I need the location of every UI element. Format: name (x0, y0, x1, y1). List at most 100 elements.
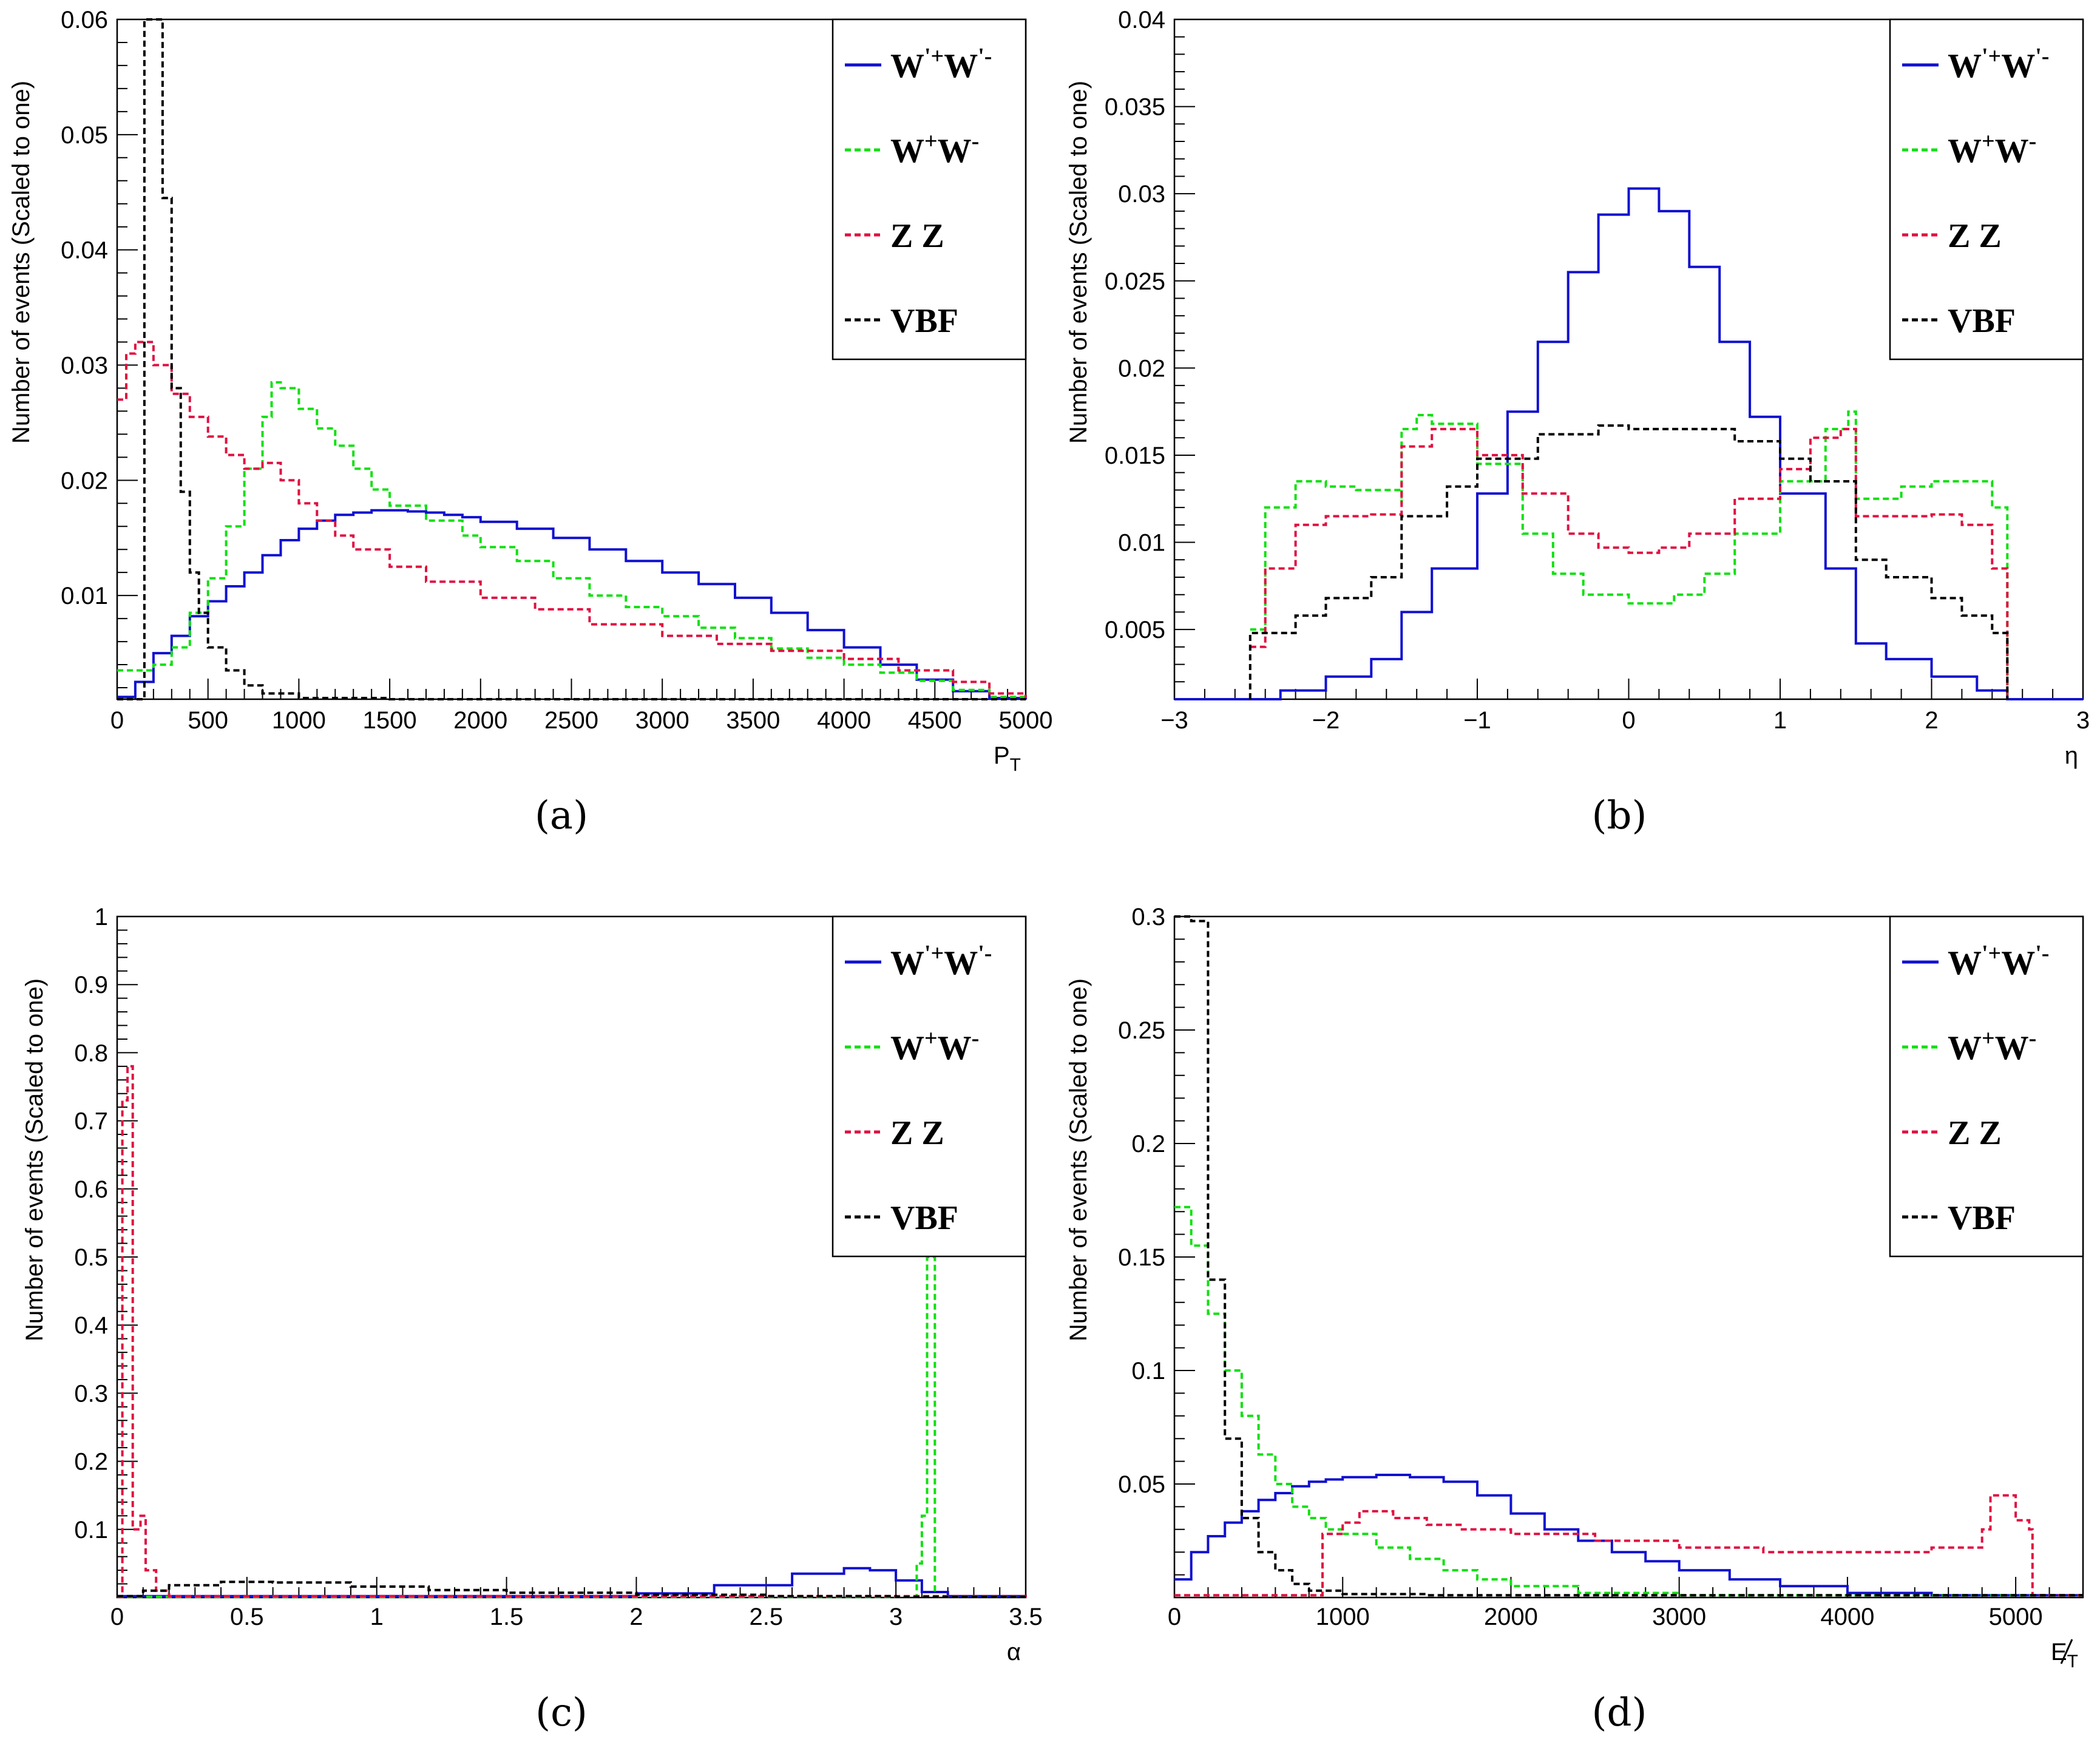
y-tick-label: 1 (95, 904, 108, 930)
y-axis-title: Number of events (Scaled to one) (1065, 978, 1092, 1341)
x-tick-label: −1 (1463, 707, 1491, 734)
legend-label: W+W- (890, 1026, 979, 1067)
legend-label: W'+W'- (1948, 44, 2049, 85)
y-tick-label: 0.03 (1118, 181, 1165, 208)
x-tick-label: 3000 (635, 707, 689, 734)
x-tick-label: 4000 (1820, 1604, 1874, 1630)
x-tick-label: 3 (889, 1604, 903, 1630)
y-tick-label: 0.03 (61, 352, 108, 379)
y-tick-label: 0.1 (74, 1517, 108, 1543)
y-tick-label: 0.05 (61, 122, 108, 149)
y-tick-label: 0.035 (1105, 94, 1165, 121)
y-tick-label: 0.02 (61, 467, 108, 494)
series-line-1 (117, 1256, 1026, 1598)
x-tick-label: 5000 (1989, 1604, 2043, 1630)
series-line-0 (1174, 187, 2083, 700)
legend-box (832, 915, 1027, 1258)
legend-label: W'+W'- (890, 941, 992, 982)
x-tick-label: 1.5 (490, 1604, 524, 1630)
slash-mark (2060, 1639, 2073, 1664)
x-tick-label: 3 (2076, 707, 2090, 734)
x-tick-label: 3.5 (1009, 1604, 1043, 1630)
x-tick-label: 1500 (363, 707, 417, 734)
legend-label: W+W- (1948, 129, 2036, 170)
x-tick-label: 0 (1622, 707, 1635, 734)
x-tick-label: 1000 (1316, 1604, 1370, 1630)
x-axis-title: ET (2051, 1639, 2078, 1672)
y-axis-title: Number of events (Scaled to one) (1065, 81, 1092, 444)
y-tick-label: 0.4 (74, 1312, 108, 1339)
x-tick-label: 4000 (817, 707, 871, 734)
y-tick-label: 0.06 (61, 7, 108, 33)
legend-label: Z Z (890, 217, 944, 255)
x-tick-label: 0 (110, 1604, 124, 1630)
series-line-0 (117, 1567, 1027, 1598)
series-line-3 (117, 1581, 1026, 1598)
y-tick-label: 0.005 (1105, 617, 1165, 643)
x-tick-label: 2 (629, 1604, 643, 1630)
series-line-0 (117, 509, 1027, 700)
x-tick-label: 0 (1168, 1604, 1181, 1630)
series-line-3 (117, 18, 1026, 700)
y-tick-label: 0.2 (74, 1449, 108, 1476)
series-line-1 (117, 381, 1027, 699)
x-tick-label: 5000 (999, 707, 1053, 734)
y-tick-label: 0.6 (74, 1176, 108, 1203)
chart-panel-3: 0 1000 2000 3000 4000 5000 0.05 0.1 0.15 0.2 0.25 0… (1065, 904, 2084, 1735)
y-tick-label: 0.01 (1118, 530, 1165, 557)
legend-label: VBF (890, 302, 958, 340)
x-tick-label: 2500 (544, 707, 598, 734)
legend-label: Z Z (1948, 1114, 2002, 1152)
y-tick-label: 0.3 (74, 1380, 108, 1407)
legend-box (1889, 915, 2084, 1258)
x-tick-label: 1 (1773, 707, 1787, 734)
x-axis-title: PT (994, 742, 1021, 775)
legend-label: Z Z (890, 1114, 944, 1152)
y-tick-label: 0.04 (61, 237, 108, 264)
x-tick-label: 2000 (453, 707, 507, 734)
y-tick-label: 0.8 (74, 1040, 108, 1066)
y-tick-label: 0.9 (74, 972, 108, 998)
panel-caption: (d) (1592, 1690, 1647, 1735)
legend-label: VBF (890, 1199, 958, 1237)
y-tick-label: 0.7 (74, 1108, 108, 1135)
x-tick-label: 0 (110, 707, 124, 734)
panel-caption: (c) (535, 1690, 588, 1735)
x-tick-label: −2 (1312, 707, 1340, 734)
x-tick-label: −3 (1160, 707, 1188, 734)
chart-panel-1: −3 −2 −1 0 1 2 3 0.005 0.01 0.015 0.02 0.025 0.03 0.0… (1065, 7, 2090, 838)
y-tick-label: 0.1 (1131, 1358, 1165, 1384)
legend-label: VBF (1948, 1199, 2016, 1237)
x-tick-label: 500 (188, 707, 228, 734)
y-tick-label: 0.02 (1118, 355, 1165, 382)
chart-panel-0: 0 500 1000 1500 2000 2500 3000 3500 4000 4500 5000… (8, 7, 1052, 838)
y-axis-title: Number of events (Scaled to one) (8, 81, 35, 444)
series-line-1 (1250, 410, 2009, 699)
series-line-0 (1174, 1474, 2083, 1597)
series-line-1 (1174, 1205, 2083, 1597)
y-tick-label: 0.025 (1105, 268, 1165, 295)
legend-label: W+W- (1948, 1026, 2036, 1067)
x-tick-label: 2000 (1484, 1604, 1538, 1630)
x-axis-title: α (1007, 1639, 1021, 1665)
y-tick-label: 0.01 (61, 583, 108, 609)
y-axis-title: Number of events (Scaled to one) (21, 978, 48, 1341)
y-tick-label: 0.25 (1118, 1017, 1165, 1044)
y-tick-label: 0.05 (1118, 1471, 1165, 1498)
y-tick-label: 0.15 (1118, 1244, 1165, 1271)
series-line-2 (1174, 1494, 2083, 1597)
series-line-2 (1250, 427, 2009, 699)
legend-label: VBF (1948, 302, 2016, 340)
x-tick-label: 3000 (1652, 1604, 1706, 1630)
legend-label: W+W- (890, 129, 979, 170)
legend-label: W'+W'- (1948, 941, 2049, 982)
x-tick-label: 1000 (272, 707, 326, 734)
x-tick-label: 2.5 (749, 1604, 783, 1630)
legend-label: W'+W'- (890, 44, 992, 85)
x-axis-title: η (2065, 742, 2078, 769)
y-tick-label: 0.5 (74, 1244, 108, 1271)
x-tick-label: 0.5 (230, 1604, 264, 1630)
series-line-2 (117, 1065, 1027, 1598)
y-tick-label: 0.04 (1118, 7, 1165, 33)
